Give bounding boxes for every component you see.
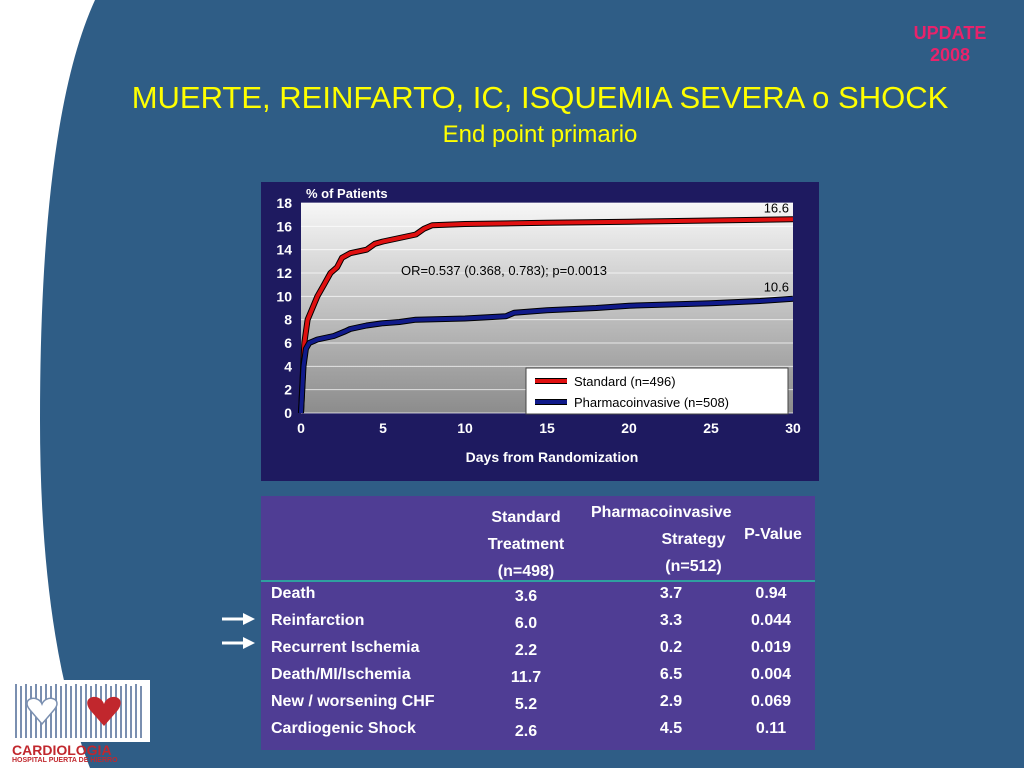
header-standard: Standard Treatment (n=498) (461, 504, 591, 585)
header-pharmaco-line3: (n=512) (665, 558, 722, 575)
x-tick-label: 25 (703, 420, 719, 436)
x-tick-label: 15 (539, 420, 555, 436)
arrow-icon (222, 613, 255, 625)
header-standard-line2: Treatment (487, 536, 565, 553)
cell-pvalue: 0.044 (750, 612, 792, 629)
y-axis-label: % of Patients (306, 186, 388, 201)
line-chart: 0 2 4 6 8 10 12 14 16 18 0 5 10 15 20 25 30 % of Patients… (276, 186, 801, 465)
row-label: Death/MI/Ischemia (271, 666, 411, 683)
logo-text: CARDIOLOGIA (12, 742, 112, 758)
cell-pharmacoinvasive: 2.9 (659, 693, 683, 710)
header-standard-line1: Standard (491, 509, 561, 526)
logo-subtext: HOSPITAL PUERTA DE HIERRO (12, 757, 118, 764)
chart-panel: 0 2 4 6 8 10 12 14 16 18 0 5 10 15 20 25 30 % of Patients… (261, 182, 819, 481)
header-standard-line3: (n=498) (497, 563, 555, 580)
cell-standard: 2.2 (514, 642, 538, 659)
legend (525, 367, 789, 415)
cell-pharmacoinvasive: 3.3 (659, 612, 683, 629)
series-line-pharmacoinvasive (299, 296, 794, 414)
odds-ratio-annotation: OR=0.537 (0.368, 0.783); p=0.0013 (401, 263, 607, 278)
cell-pharmacoinvasive: 6.5 (659, 666, 683, 683)
y-tick-label: 4 (284, 358, 292, 374)
cell-standard: 6.0 (514, 615, 538, 632)
row-label: Cardiogenic Shock (271, 720, 416, 737)
y-tick-label: 8 (284, 312, 292, 328)
cell-pvalue: 0.94 (755, 585, 787, 602)
cell-standard: 2.6 (514, 723, 538, 740)
cell-pharmacoinvasive: 0.2 (659, 639, 683, 656)
y-tick-label: 18 (276, 195, 292, 211)
row-label: Reinfarction (271, 612, 365, 629)
y-tick-label: 12 (276, 265, 292, 281)
cell-standard: 11.7 (510, 669, 542, 686)
y-tick-label: 0 (284, 405, 292, 421)
legend-label: Pharmacoinvasive (n=508) (574, 395, 729, 410)
header-pharmaco-line2: Strategy (661, 531, 726, 548)
cell-pharmacoinvasive: 3.7 (659, 585, 683, 602)
x-tick-label: 20 (621, 420, 637, 436)
y-tick-label: 14 (276, 242, 292, 258)
row-label: Recurrent Ischemia (271, 639, 420, 656)
hospital-logo (10, 680, 150, 742)
x-tick-label: 10 (457, 420, 473, 436)
header-pvalue: P-Value (744, 526, 802, 543)
cell-standard: 5.2 (514, 696, 538, 713)
y-tick-label: 2 (284, 382, 292, 398)
x-tick-label: 5 (379, 420, 387, 436)
y-tick-label: 10 (276, 288, 292, 304)
cell-pvalue: 0.004 (750, 666, 792, 683)
x-tick-label: 0 (297, 420, 305, 436)
slide-subtitle: End point primario (442, 121, 638, 148)
header-divider (261, 580, 815, 582)
arrow-icon (222, 637, 255, 649)
x-axis-label: Days from Randomization (466, 449, 639, 465)
header-pharmaco-line1: Pharmacoinvasive (591, 504, 732, 521)
cell-standard: 3.6 (514, 588, 538, 605)
cell-pvalue: 0.069 (750, 693, 792, 710)
y-tick-label: 6 (284, 335, 292, 351)
update-badge: UPDATE 2008 (900, 22, 1000, 66)
slide-title: MUERTE, REINFARTO, IC, ISQUEMIA SEVERA o… (131, 80, 949, 115)
row-label: Death (271, 585, 316, 602)
y-tick-label: 16 (276, 218, 292, 234)
series-end-label: 10.6 (764, 280, 789, 295)
cell-pvalue: 0.019 (750, 639, 792, 656)
x-tick-label: 30 (785, 420, 801, 436)
series-line-standard (299, 217, 794, 414)
cell-pharmacoinvasive: 4.5 (659, 720, 683, 737)
legend-label: Standard (n=496) (574, 374, 676, 389)
update-badge-line1: UPDATE (913, 23, 987, 43)
cell-pvalue: 0.11 (755, 720, 787, 737)
row-label: New / worsening CHF (271, 693, 435, 710)
update-badge-line2: 2008 (929, 45, 971, 65)
header-pharmaco: Pharmacoinvasive Strategy (n=512) (581, 499, 766, 580)
outcomes-table: Standard Treatment (n=498) Pharmacoinvas… (261, 496, 815, 750)
series-end-label: 16.6 (764, 200, 789, 215)
